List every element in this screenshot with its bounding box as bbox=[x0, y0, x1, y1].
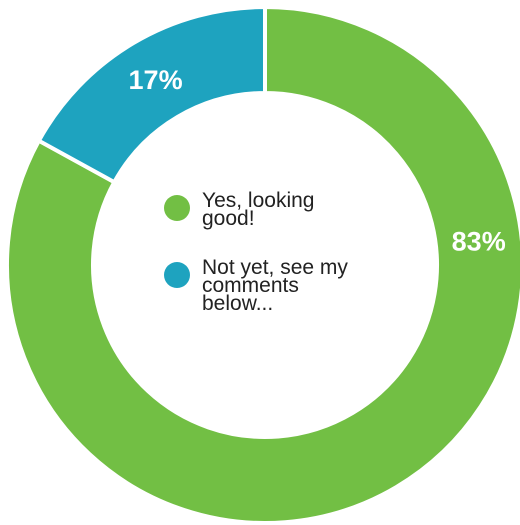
data-label-yes: 83% bbox=[452, 226, 506, 256]
slice-labels: 83% 17% bbox=[129, 65, 506, 256]
slice-yes bbox=[5, 4, 520, 525]
data-label-not-yet: 17% bbox=[129, 65, 183, 95]
chart-legend: Yes, looking good! Not yet, see my comme… bbox=[164, 189, 364, 315]
donut-slices bbox=[5, 4, 520, 525]
legend-swatch-not-yet bbox=[164, 262, 190, 288]
legend-label-not-yet: Not yet, see my comments below... bbox=[202, 256, 348, 315]
legend-item-yes: Yes, looking good! bbox=[164, 189, 364, 230]
legend-swatch-yes bbox=[164, 195, 190, 221]
slice-not-yet bbox=[36, 4, 267, 185]
legend-label-yes: Yes, looking good! bbox=[202, 189, 315, 230]
legend-item-not-yet: Not yet, see my comments below... bbox=[164, 256, 364, 315]
